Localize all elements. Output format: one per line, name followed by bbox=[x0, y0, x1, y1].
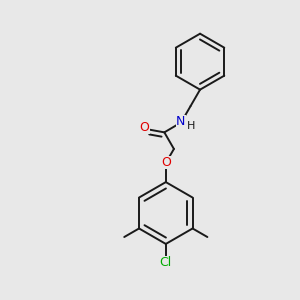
Text: N: N bbox=[176, 115, 186, 128]
Text: O: O bbox=[161, 157, 171, 169]
Text: Cl: Cl bbox=[160, 256, 172, 269]
Text: H: H bbox=[187, 121, 195, 131]
Text: O: O bbox=[140, 122, 150, 134]
